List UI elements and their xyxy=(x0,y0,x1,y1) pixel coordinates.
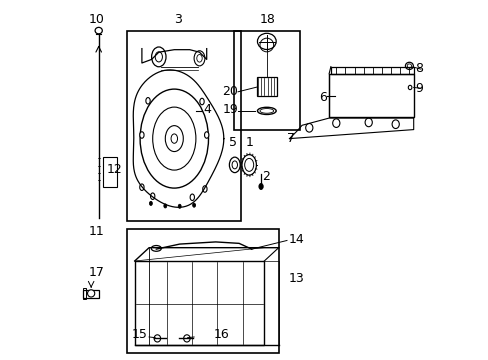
Text: 6: 6 xyxy=(318,91,326,104)
Ellipse shape xyxy=(154,335,160,342)
Text: 12: 12 xyxy=(107,163,122,176)
Text: 7: 7 xyxy=(286,132,294,145)
Text: 10: 10 xyxy=(89,13,104,26)
Ellipse shape xyxy=(200,98,204,105)
Ellipse shape xyxy=(145,98,150,104)
Ellipse shape xyxy=(140,184,144,190)
Bar xyxy=(103,157,117,187)
Ellipse shape xyxy=(332,119,339,127)
Ellipse shape xyxy=(178,204,181,208)
Ellipse shape xyxy=(258,184,263,189)
Ellipse shape xyxy=(140,132,144,138)
Ellipse shape xyxy=(95,27,102,34)
Text: 1: 1 xyxy=(245,136,253,149)
Text: 2: 2 xyxy=(261,170,269,183)
Bar xyxy=(127,31,241,221)
Bar xyxy=(233,31,300,130)
Text: 11: 11 xyxy=(89,225,104,238)
Ellipse shape xyxy=(204,132,208,138)
Text: 8: 8 xyxy=(414,62,422,75)
Text: 5: 5 xyxy=(228,136,237,149)
Text: 14: 14 xyxy=(288,233,304,246)
Text: 17: 17 xyxy=(89,266,104,279)
Ellipse shape xyxy=(203,186,206,192)
Ellipse shape xyxy=(87,290,95,297)
Ellipse shape xyxy=(149,201,152,206)
Ellipse shape xyxy=(192,203,195,207)
Ellipse shape xyxy=(391,120,399,129)
Text: 19: 19 xyxy=(222,103,238,116)
Text: 15: 15 xyxy=(132,328,148,341)
Text: 16: 16 xyxy=(213,328,229,341)
Ellipse shape xyxy=(190,194,194,201)
Bar xyxy=(83,290,99,298)
Ellipse shape xyxy=(365,118,371,127)
Text: 13: 13 xyxy=(288,273,304,285)
Ellipse shape xyxy=(183,335,190,342)
Text: 18: 18 xyxy=(260,13,275,26)
Bar xyxy=(257,77,276,96)
Text: 20: 20 xyxy=(222,85,238,98)
Ellipse shape xyxy=(305,123,312,132)
Ellipse shape xyxy=(150,193,155,199)
Bar xyxy=(127,229,278,353)
Bar xyxy=(83,288,86,299)
Text: 9: 9 xyxy=(414,82,422,95)
Text: 3: 3 xyxy=(174,13,182,26)
Text: 4: 4 xyxy=(203,103,210,116)
Ellipse shape xyxy=(163,204,166,208)
